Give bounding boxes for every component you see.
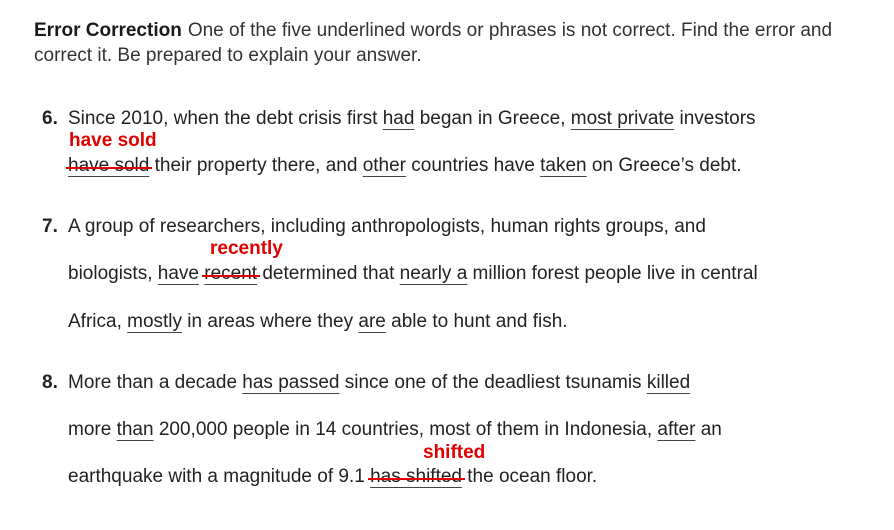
question-7-line-3: Africa, mostly in areas where they are a… bbox=[68, 311, 568, 332]
underlined-phrase: nearly a bbox=[399, 263, 468, 284]
underlined-phrase: killed bbox=[646, 372, 691, 393]
question-6-line-2: have sold their property there, and othe… bbox=[68, 155, 742, 176]
struck-phrase: have sold bbox=[68, 155, 150, 176]
correction-shifted: shifted bbox=[423, 442, 486, 463]
correction-recently: recently bbox=[210, 238, 283, 259]
instructions-text: One of the five underlined words or phra… bbox=[34, 20, 833, 66]
underlined-phrase: had bbox=[382, 108, 415, 129]
question-8-number: 8. bbox=[42, 372, 58, 393]
underlined-phrase: most private bbox=[570, 108, 675, 129]
underlined-phrase: other bbox=[362, 155, 406, 176]
question-8-line-2: more than 200,000 people in 14 countries… bbox=[68, 419, 722, 440]
question-7-line-2: biologists, have recent determined that … bbox=[68, 263, 758, 284]
underlined-phrase: taken bbox=[540, 155, 587, 176]
underlined-phrase: than bbox=[116, 419, 154, 440]
underlined-phrase: mostly bbox=[127, 311, 183, 332]
instructions: Error Correction One of the five underlin… bbox=[34, 18, 864, 68]
underlined-phrase: after bbox=[657, 419, 696, 440]
underlined-phrase: has passed bbox=[242, 372, 340, 393]
question-8-line-3: earthquake with a magnitude of 9.1 has s… bbox=[68, 466, 598, 487]
struck-phrase: has shifted bbox=[370, 466, 462, 487]
struck-phrase: recent bbox=[204, 263, 258, 284]
underlined-phrase: have bbox=[157, 263, 199, 284]
section-title: Error Correction bbox=[34, 20, 182, 41]
question-7-line-1: A group of researchers, including anthro… bbox=[68, 216, 706, 237]
question-7-number: 7. bbox=[42, 216, 58, 237]
underlined-phrase: are bbox=[358, 311, 386, 332]
question-8-line-1: More than a decade has passed since one … bbox=[68, 372, 691, 393]
question-6-line-1: Since 2010, when the debt crisis first h… bbox=[68, 108, 756, 129]
correction-have-sold: have sold bbox=[69, 130, 157, 151]
question-6-number: 6. bbox=[42, 108, 58, 129]
